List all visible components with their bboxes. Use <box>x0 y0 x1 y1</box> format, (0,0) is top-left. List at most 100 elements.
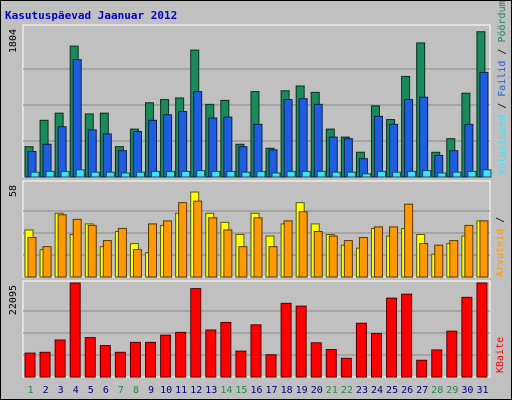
x-tick-label-30: 30 <box>461 385 473 396</box>
x-tick-label-23: 23 <box>356 385 368 396</box>
x-tick-label-5: 5 <box>88 385 94 396</box>
bar-visits-failid-9 <box>148 119 158 178</box>
bar-visits-külastused-24 <box>376 170 386 178</box>
bar-visits-külastused-1 <box>30 171 40 178</box>
x-tick-label-10: 10 <box>160 385 172 396</box>
bar-bytes-kbaite-10 <box>160 334 172 378</box>
bar-hosts-arvuteid-29 <box>449 240 459 278</box>
bar-visits-külastused-26 <box>407 170 417 178</box>
bar-hosts-arvuteid-18 <box>283 220 293 278</box>
bar-bytes-kbaite-25 <box>386 297 398 378</box>
bar-visits-külastused-29 <box>452 171 462 178</box>
legend-bytes: KBaite <box>495 337 506 373</box>
bar-hosts-arvuteid-24 <box>373 226 383 278</box>
bar-visits-külastused-22 <box>346 171 356 178</box>
bar-bytes-kbaite-9 <box>145 341 157 378</box>
x-tick-label-27: 27 <box>416 385 428 396</box>
bar-bytes-kbaite-29 <box>446 330 458 378</box>
bar-bytes-kbaite-7 <box>114 351 126 378</box>
bar-bytes-kbaite-20 <box>310 342 322 378</box>
x-tick-label-28: 28 <box>431 385 443 396</box>
bar-visits-külastused-14 <box>226 170 236 178</box>
bar-bytes-kbaite-2 <box>39 351 51 378</box>
bar-visits-külastused-8 <box>135 171 145 178</box>
bar-hosts-arvuteid-9 <box>148 223 158 278</box>
bar-visits-külastused-9 <box>151 170 161 178</box>
x-tick-label-3: 3 <box>58 385 64 396</box>
bar-bytes-kbaite-23 <box>355 322 367 378</box>
x-tick-label-6: 6 <box>103 385 109 396</box>
bar-visits-failid-4 <box>72 59 82 178</box>
bar-visits-külastused-17 <box>271 172 281 178</box>
bar-bytes-kbaite-5 <box>84 337 96 378</box>
x-tick-label-1: 1 <box>28 385 34 396</box>
bar-visits-külastused-31 <box>482 169 492 178</box>
legend-visits: Külastused / Failid / Pöördumised <box>497 1 508 175</box>
legend-visits-part: Pöördumised <box>497 1 508 43</box>
bar-visits-failid-5 <box>87 129 97 178</box>
x-tick-label-16: 16 <box>250 385 262 396</box>
bar-hosts-arvuteid-14 <box>223 229 233 278</box>
bar-bytes-kbaite-11 <box>175 331 187 378</box>
panel-visits-tick-label: 1804 <box>8 29 19 53</box>
bar-visits-külastused-3 <box>60 170 70 178</box>
x-tick-label-4: 4 <box>73 385 79 396</box>
bar-hosts-arvuteid-11 <box>178 202 188 278</box>
x-tick-label-8: 8 <box>133 385 139 396</box>
bar-bytes-kbaite-12 <box>190 288 202 378</box>
bar-bytes-kbaite-14 <box>220 321 232 378</box>
x-tick-label-9: 9 <box>148 385 154 396</box>
bar-visits-külastused-6 <box>105 171 115 178</box>
bar-visits-failid-11 <box>178 111 188 178</box>
bar-visits-failid-16 <box>253 123 263 178</box>
x-tick-label-22: 22 <box>341 385 353 396</box>
bar-bytes-kbaite-22 <box>340 357 352 378</box>
bar-hosts-arvuteid-30 <box>464 224 474 278</box>
bar-bytes-kbaite-8 <box>129 341 141 378</box>
bar-hosts-arvuteid-3 <box>57 214 67 278</box>
bar-visits-failid-8 <box>132 131 142 178</box>
x-tick-label-20: 20 <box>311 385 323 396</box>
bar-visits-failid-12 <box>193 91 203 178</box>
bar-visits-failid-10 <box>163 114 173 178</box>
bar-visits-külastused-21 <box>331 171 341 178</box>
bar-bytes-kbaite-15 <box>235 350 247 378</box>
bar-hosts-arvuteid-20 <box>313 230 323 278</box>
bar-hosts-arvuteid-1 <box>27 237 37 278</box>
x-tick-label-15: 15 <box>235 385 247 396</box>
bar-bytes-kbaite-24 <box>370 333 382 378</box>
bar-bytes-kbaite-13 <box>205 329 217 378</box>
bar-visits-külastused-11 <box>181 170 191 178</box>
bar-visits-külastused-2 <box>45 170 55 178</box>
bar-visits-failid-20 <box>313 103 323 178</box>
bar-hosts-arvuteid-26 <box>404 203 414 278</box>
x-tick-label-25: 25 <box>386 385 398 396</box>
legend-hosts-label: Arvuteid <box>495 229 506 277</box>
x-tick-label-12: 12 <box>190 385 202 396</box>
bar-bytes-kbaite-4 <box>69 282 81 378</box>
bar-visits-külastused-4 <box>75 169 85 178</box>
bar-bytes-kbaite-21 <box>325 349 337 378</box>
bar-visits-külastused-25 <box>392 171 402 178</box>
x-tick-label-19: 19 <box>296 385 308 396</box>
bar-visits-failid-18 <box>283 99 293 178</box>
bar-bytes-kbaite-16 <box>250 324 262 378</box>
panel-hosts-tick-label: 58 <box>8 185 19 197</box>
bar-bytes-kbaite-18 <box>280 302 292 378</box>
bar-hosts-arvuteid-23 <box>358 237 368 278</box>
legend-hosts-sep: / <box>495 217 506 229</box>
bar-bytes-kbaite-17 <box>265 354 277 378</box>
x-tick-label-2: 2 <box>43 385 49 396</box>
bar-hosts-arvuteid-10 <box>163 220 173 278</box>
panel-bytes-tick-label: 22095 <box>8 285 19 315</box>
bar-hosts-arvuteid-7 <box>117 227 127 278</box>
bar-hosts-arvuteid-6 <box>102 240 112 278</box>
bar-bytes-kbaite-1 <box>24 352 36 378</box>
bar-hosts-arvuteid-21 <box>328 235 338 278</box>
bar-visits-külastused-23 <box>361 173 371 178</box>
bar-visits-külastused-15 <box>241 171 251 178</box>
bar-visits-failid-22 <box>343 138 353 178</box>
bar-visits-külastused-30 <box>467 170 477 178</box>
